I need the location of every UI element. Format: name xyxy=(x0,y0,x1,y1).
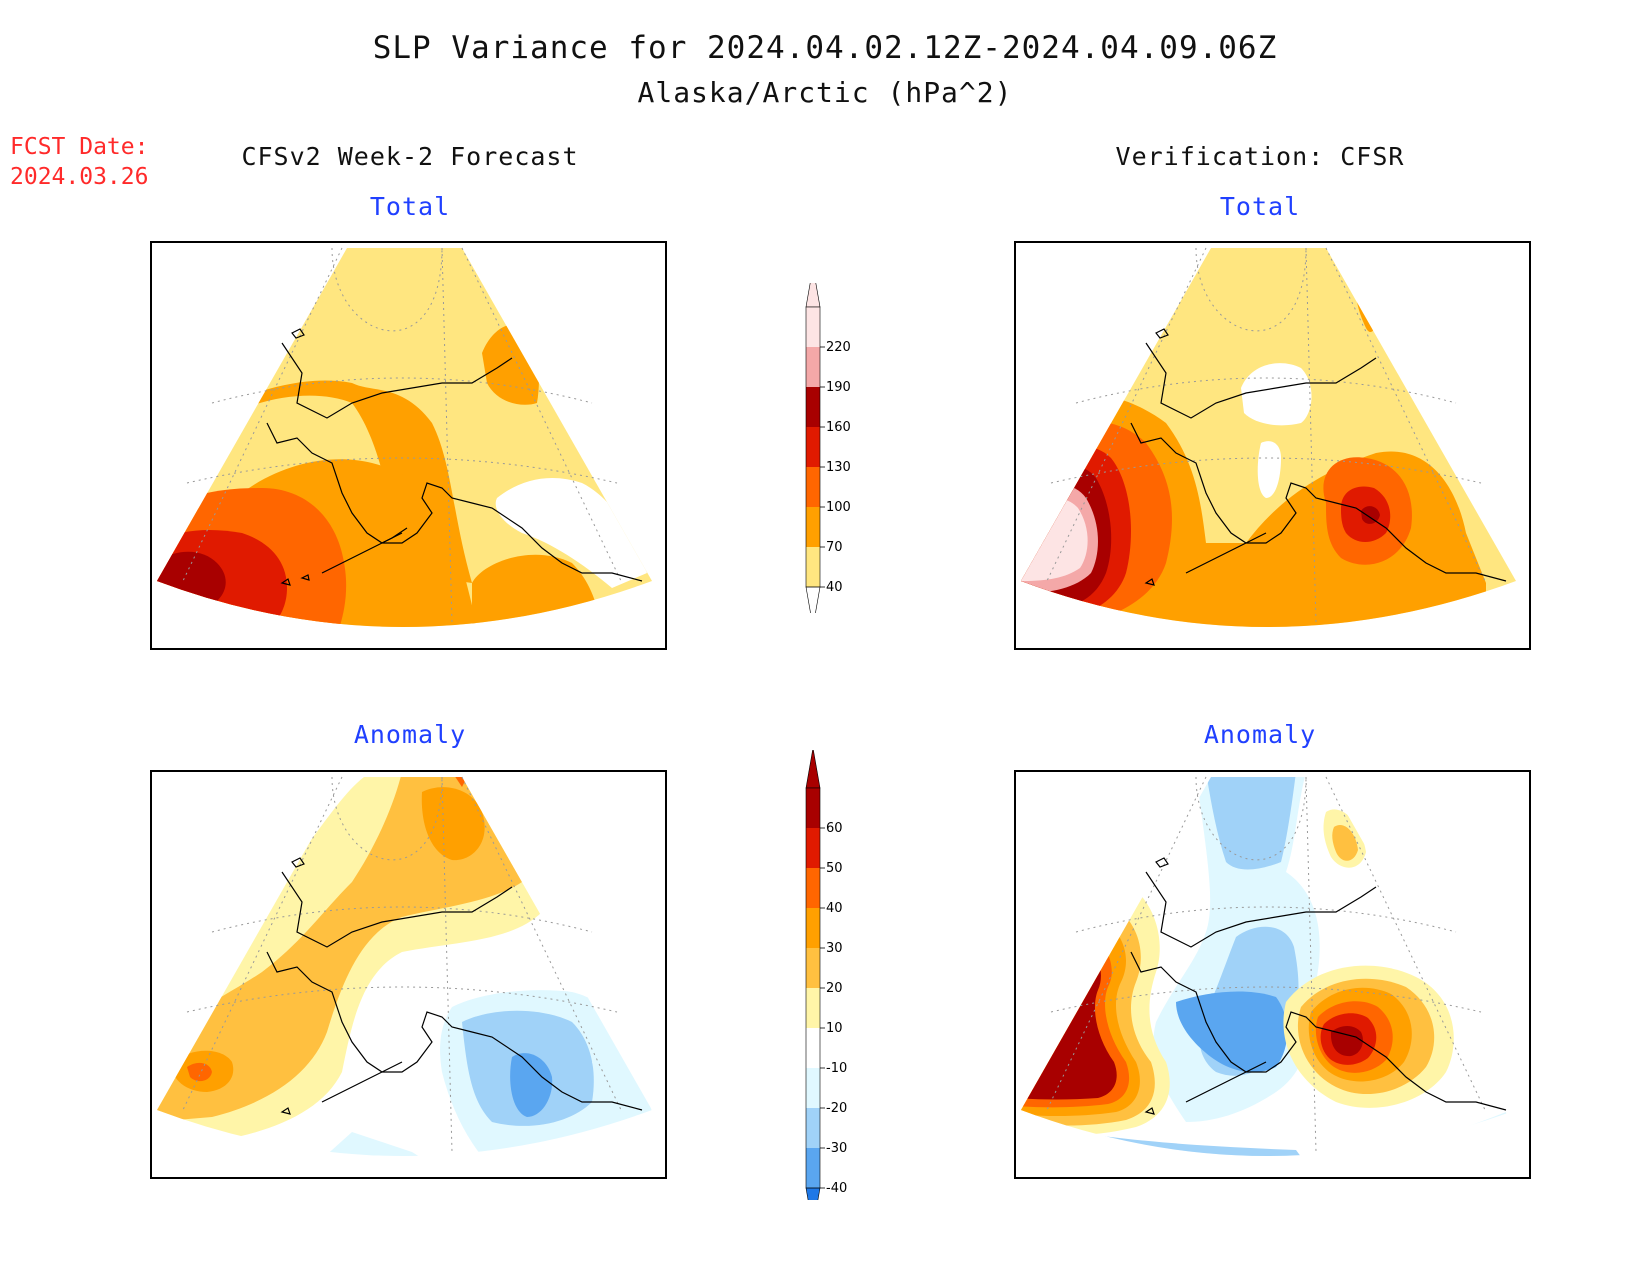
colorbar-anomaly-arrow-top xyxy=(805,747,821,789)
colorbar-total-tick-label: 220 xyxy=(826,340,851,355)
colorbar-anomaly-swatch xyxy=(806,828,820,868)
colorbar-anomaly-swatch xyxy=(806,948,820,988)
colorbar-anomaly-swatch xyxy=(806,988,820,1028)
colorbar-anomaly-tick-label: 40 xyxy=(826,901,843,916)
colorbar-total-swatch xyxy=(806,307,820,347)
column-title-verification: Verification: CFSR xyxy=(1115,142,1405,171)
colorbar-anomaly-swatch xyxy=(806,788,820,828)
colorbar-total-outline xyxy=(805,306,821,588)
figure-title: SLP Variance for 2024.04.02.12Z-2024.04.… xyxy=(372,30,1278,66)
colorbar-total: 220 190 160 130 100 70 40 xyxy=(790,266,870,628)
figure-subtitle: Alaska/Arctic (hPa^2) xyxy=(637,76,1013,109)
colorbar-anomaly-tick-label: 30 xyxy=(826,941,843,956)
panel-label-verification-total: Total xyxy=(1219,192,1301,221)
colorbar-anomaly-arrow-bottom xyxy=(805,1187,821,1229)
colorbar-total-tick-label: 160 xyxy=(826,420,851,435)
colorbar-total-swatch xyxy=(806,547,820,587)
colorbar-total-swatch xyxy=(806,387,820,427)
colorbar-anomaly-tick-label: 10 xyxy=(826,1021,843,1036)
colorbar-total-tick-label: 130 xyxy=(826,460,851,475)
colorbar-anomaly-tick-label: -10 xyxy=(826,1061,847,1076)
colorbar-anomaly: 60 50 40 30 20 10 -10 -20 -30 -40 xyxy=(790,747,870,1229)
map-verification-total xyxy=(1014,241,1531,650)
colorbar-total-swatch xyxy=(806,427,820,467)
forecast-date-block: FCST Date: 2024.03.26 xyxy=(10,132,148,192)
colorbar-anomaly-tick-label: -20 xyxy=(826,1101,847,1116)
colorbar-anomaly-tick-label: 50 xyxy=(826,861,843,876)
colorbar-total-swatch xyxy=(806,467,820,507)
panel-label-forecast-total: Total xyxy=(369,192,451,221)
colorbar-anomaly-swatch xyxy=(806,1028,820,1068)
colorbar-total-swatch xyxy=(806,347,820,387)
colorbar-total-arrow-top xyxy=(805,266,821,308)
colorbar-total-tick-label: 40 xyxy=(826,580,843,595)
colorbar-anomaly-tick-label: 20 xyxy=(826,981,843,996)
colorbar-total-tick-label: 190 xyxy=(826,380,851,395)
panel-label-verification-anomaly: Anomaly xyxy=(1203,720,1317,749)
colorbar-anomaly-swatch xyxy=(806,1108,820,1148)
forecast-date-label: FCST Date: xyxy=(10,134,149,160)
colorbar-total-swatch xyxy=(806,507,820,547)
colorbar-anomaly-tick-label: 60 xyxy=(826,821,843,836)
panel-label-forecast-anomaly: Anomaly xyxy=(353,720,467,749)
forecast-date-value: 2024.03.26 xyxy=(10,164,149,190)
colorbar-total-tick-label: 70 xyxy=(826,540,843,555)
colorbar-anomaly-swatch xyxy=(806,1148,820,1188)
colorbar-anomaly-tick-label: -30 xyxy=(826,1141,847,1156)
colorbar-anomaly-swatch xyxy=(806,908,820,948)
colorbar-total-arrow-bottom xyxy=(805,586,821,628)
colorbar-total-tick-label: 100 xyxy=(826,500,851,515)
map-forecast-anomaly xyxy=(150,770,667,1179)
colorbar-anomaly-swatch xyxy=(806,868,820,908)
map-verification-anomaly xyxy=(1014,770,1531,1179)
colorbar-anomaly-tick-label: -40 xyxy=(826,1181,847,1196)
column-title-forecast: CFSv2 Week-2 Forecast xyxy=(241,142,579,171)
map-forecast-total xyxy=(150,241,667,650)
colorbar-anomaly-swatch xyxy=(806,1068,820,1108)
